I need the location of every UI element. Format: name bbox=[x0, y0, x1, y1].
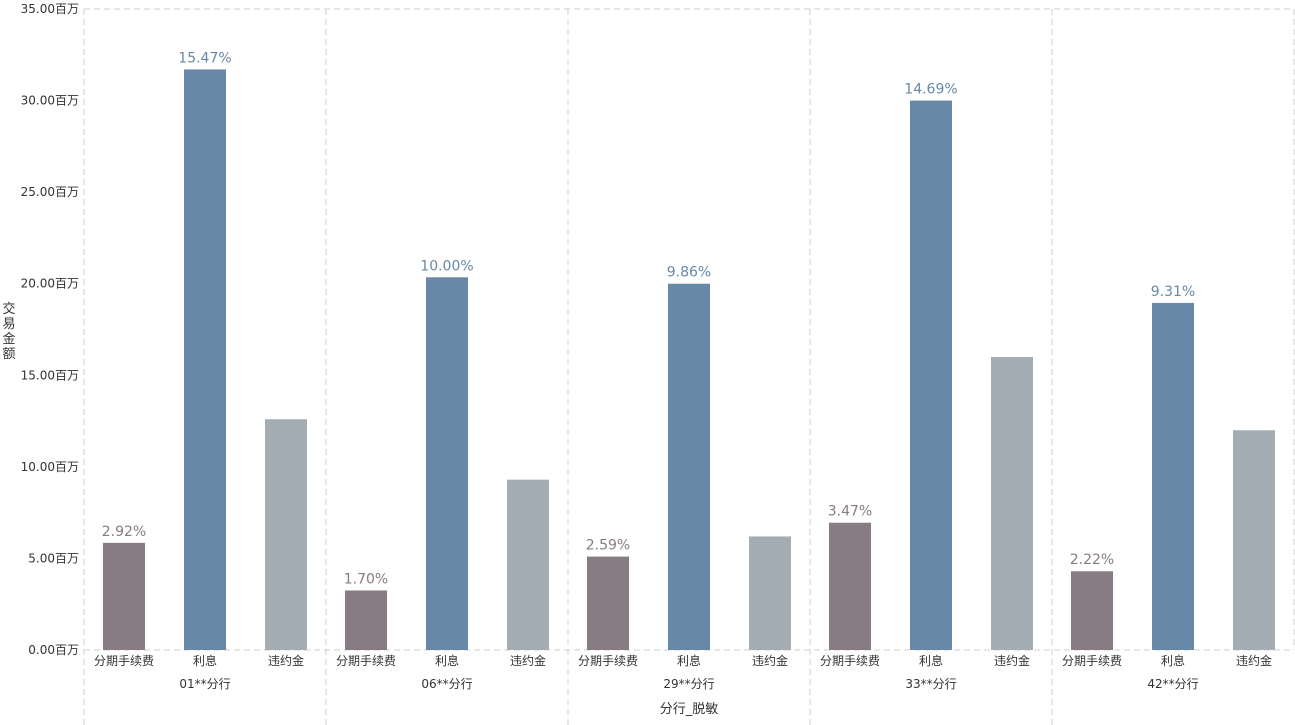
data-label: 9.86% bbox=[667, 265, 711, 281]
x-group-label: 29**分行 bbox=[663, 677, 714, 691]
x-category-label: 分期手续费 bbox=[336, 654, 396, 668]
x-category-label: 利息 bbox=[919, 653, 943, 668]
data-label: 9.31% bbox=[1151, 284, 1195, 300]
bar-installment-fee bbox=[103, 542, 145, 650]
bar-interest bbox=[426, 277, 468, 650]
bar-penalty bbox=[749, 536, 791, 650]
x-category-label: 分期手续费 bbox=[820, 654, 880, 668]
bar-interest bbox=[910, 100, 952, 651]
x-category-label: 利息 bbox=[1161, 653, 1185, 668]
data-label: 2.22% bbox=[1070, 552, 1114, 568]
x-category-label: 违约金 bbox=[1236, 653, 1272, 668]
bar-interest bbox=[184, 69, 226, 651]
bar-installment-fee bbox=[587, 556, 629, 650]
x-category-label: 违约金 bbox=[994, 653, 1030, 668]
x-category-label: 分期手续费 bbox=[578, 654, 638, 668]
x-category-label: 违约金 bbox=[510, 653, 546, 668]
y-tick-label: 25.00百万 bbox=[21, 185, 79, 199]
y-axis: 0.00百万 5.00百万 10.00百万 15.00百万 20.00百万 25.00百万… bbox=[21, 2, 79, 657]
data-label: 2.92% bbox=[102, 524, 146, 540]
y-tick-label: 10.00百万 bbox=[21, 460, 79, 474]
bar-interest bbox=[668, 283, 710, 650]
x-group-label: 06**分行 bbox=[421, 677, 472, 691]
y-tick-label: 5.00百万 bbox=[28, 551, 79, 565]
bars: 2.92% 15.47% 1.70% 10.00% 2.59% 9.86% 3.47% 14.… bbox=[102, 50, 1275, 651]
bar-penalty bbox=[1233, 430, 1275, 650]
bar-penalty bbox=[991, 356, 1033, 650]
x-category-label: 违约金 bbox=[752, 653, 788, 668]
x-group-label: 33**分行 bbox=[905, 677, 956, 691]
bar-installment-fee bbox=[829, 522, 871, 650]
x-category-label: 分期手续费 bbox=[1062, 654, 1122, 668]
x-category-label: 利息 bbox=[677, 653, 701, 668]
x-category-label: 利息 bbox=[193, 653, 217, 668]
y-tick-label: 30.00百万 bbox=[21, 94, 79, 108]
x-category-label: 违约金 bbox=[268, 653, 304, 668]
x-axis: 分期手续费 利息 违约金 01**分行 分期手续费 利息 违约金 06**分行 分期手续费 利息 违… bbox=[94, 653, 1272, 691]
x-axis-title: 分行_脱敏 bbox=[660, 702, 719, 717]
bar-installment-fee bbox=[1071, 571, 1113, 650]
data-label: 14.69% bbox=[904, 82, 957, 98]
x-group-label: 01**分行 bbox=[179, 677, 230, 691]
data-label: 2.59% bbox=[586, 538, 630, 554]
x-group-label: 42**分行 bbox=[1147, 677, 1198, 691]
data-label: 3.47% bbox=[828, 504, 872, 520]
y-tick-label: 20.00百万 bbox=[21, 277, 79, 291]
bar-penalty bbox=[265, 419, 307, 650]
y-axis-title: 交易金额 bbox=[2, 301, 15, 362]
y-tick-label: 35.00百万 bbox=[21, 2, 79, 16]
x-category-label: 利息 bbox=[435, 653, 459, 668]
data-label: 1.70% bbox=[344, 571, 388, 587]
x-category-label: 分期手续费 bbox=[94, 654, 154, 668]
data-label: 10.00% bbox=[420, 258, 473, 274]
bar-interest bbox=[1152, 302, 1194, 650]
y-tick-label: 0.00百万 bbox=[28, 643, 79, 657]
y-tick-label: 15.00百万 bbox=[21, 368, 79, 382]
bar-penalty bbox=[507, 479, 549, 650]
data-label: 15.47% bbox=[178, 50, 231, 66]
bar-installment-fee bbox=[345, 590, 387, 650]
